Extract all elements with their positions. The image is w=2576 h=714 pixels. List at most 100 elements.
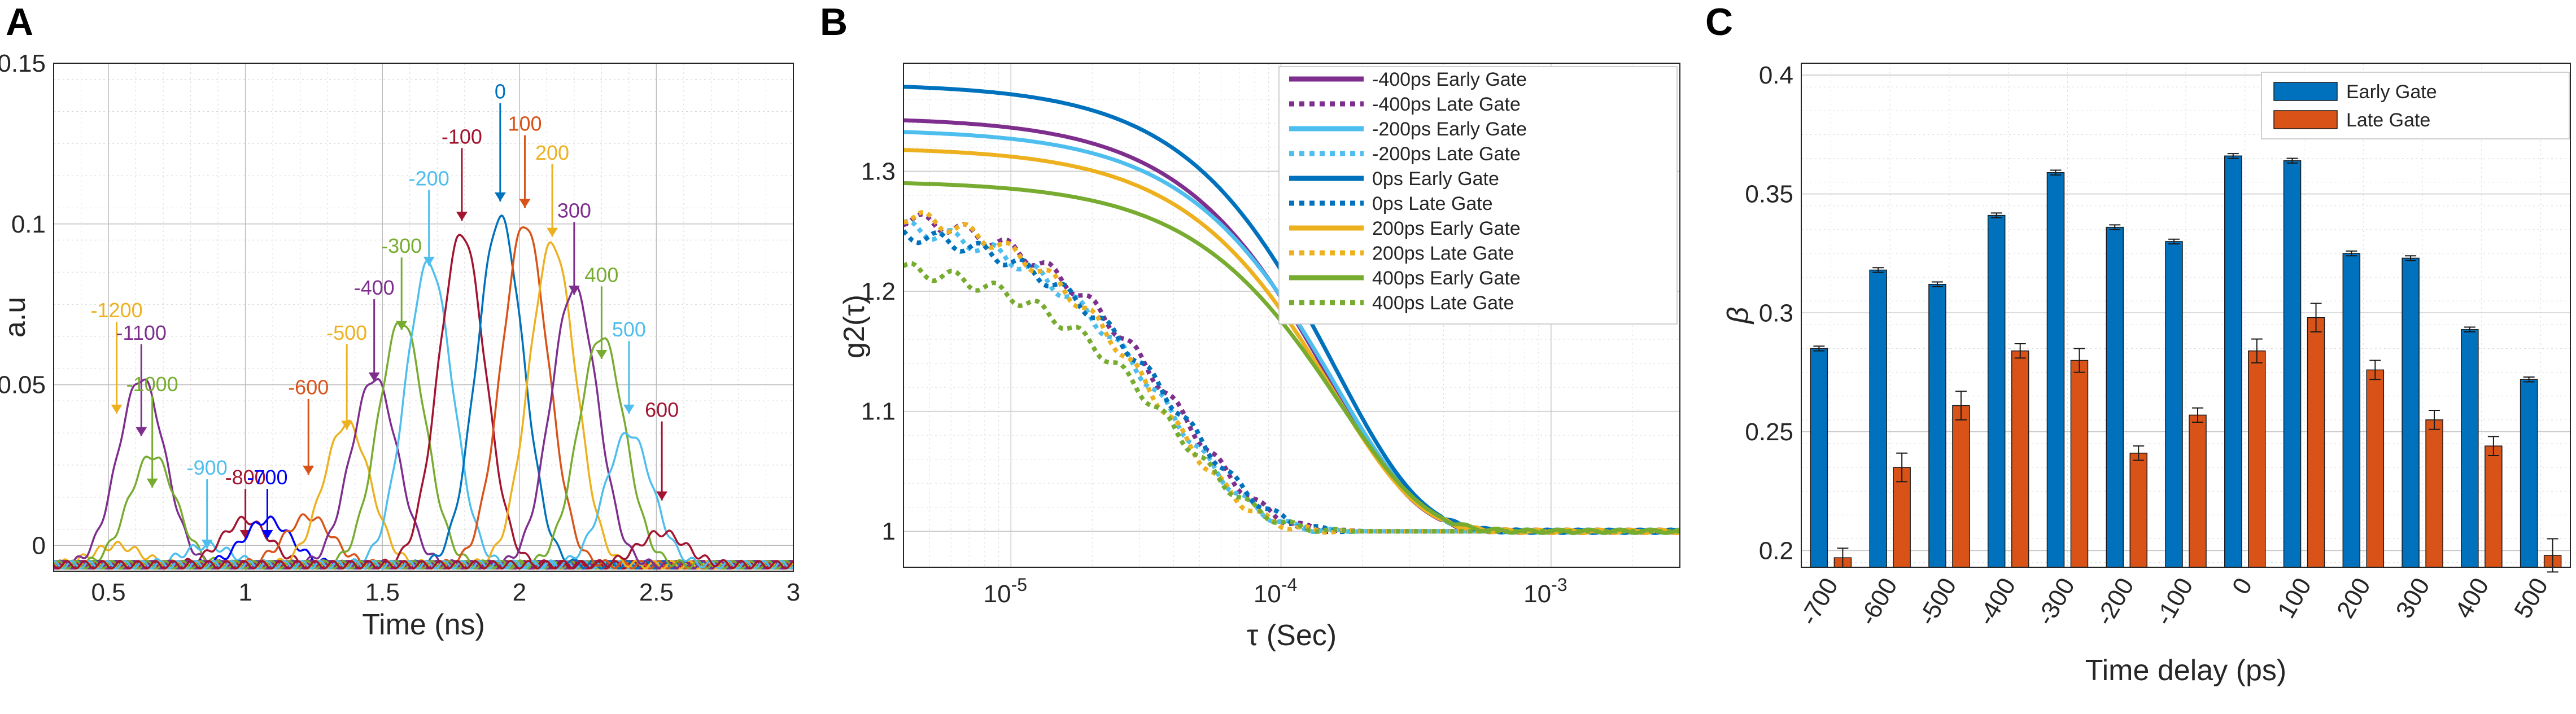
x-tick-label: -700: [1795, 573, 1844, 630]
annotation-arrowhead: [656, 491, 668, 501]
legend-label: Late Gate: [2346, 109, 2430, 131]
y-tick-label: 0.4: [1759, 62, 1793, 89]
annotation-label--300: -300: [381, 234, 422, 257]
annotation-label-300: 300: [557, 199, 591, 222]
early-gate-bar-100: [2283, 160, 2302, 568]
y-tick-label: 0.05: [0, 371, 46, 399]
y-tick-label: 0.15: [0, 50, 46, 77]
annotation-label-400: 400: [584, 263, 618, 286]
x-tick-label: 2.5: [639, 579, 674, 606]
x-tick-label: 10-5: [984, 575, 1027, 608]
legend-swatch: [2273, 110, 2338, 129]
axes-box: [53, 63, 794, 572]
late-gate-bar--300: [2070, 360, 2089, 568]
legend-box: [1278, 66, 1678, 325]
annotation-label-600: 600: [645, 398, 679, 422]
panel-letter-c: C: [1705, 1, 1733, 43]
annotation-arrowhead: [547, 227, 558, 237]
annotation-arrowhead: [494, 192, 506, 202]
late-gate-bar--200: [2129, 453, 2147, 568]
annotation-arrowhead: [368, 372, 380, 382]
legend-label: 0ps Early Gate: [1372, 168, 1499, 190]
x-tick-label: -100: [2150, 573, 2198, 630]
x-tick-label: 1: [238, 579, 252, 606]
legend-label: 200ps Late Gate: [1372, 243, 1514, 264]
annotation-label-500: 500: [612, 318, 646, 341]
late-gate-bar-200: [2366, 369, 2385, 568]
curve-400ps-late-gate: [903, 261, 1680, 535]
annotation-arrowhead: [568, 286, 580, 295]
annotation-label-200: 200: [535, 141, 569, 164]
late-gate-bar--400: [2011, 350, 2029, 568]
annotation-label--600: -600: [288, 376, 329, 399]
trace-400: [53, 337, 794, 570]
y-tick-label: 0.35: [1745, 181, 1793, 208]
x-tick-label: -500: [1913, 573, 1962, 630]
early-gate-bar--300: [2046, 172, 2065, 568]
legend-label: -200ps Early Gate: [1372, 119, 1527, 140]
legend-label: 400ps Early Gate: [1372, 268, 1521, 289]
annotation-arrowhead: [201, 540, 213, 549]
late-gate-bar-400: [2485, 445, 2503, 568]
late-gate-bar-300: [2425, 419, 2443, 568]
x-tick-label: 300: [2391, 573, 2435, 623]
early-gate-bar--400: [1987, 214, 2006, 568]
y-tick-label: 1.2: [861, 278, 896, 305]
x-tick-label: 0: [2227, 573, 2258, 599]
x-tick-label: 400: [2450, 573, 2494, 623]
trace-600: [53, 529, 794, 570]
annotation-arrowhead: [341, 420, 353, 430]
annotation-arrowhead: [423, 256, 435, 266]
y-tick-label: 0.2: [1759, 537, 1793, 565]
y-tick-label: 0.3: [1759, 299, 1793, 327]
x-tick-label: 10-3: [1523, 575, 1567, 608]
panel-b-chart: 10-5 10-4 10-311.11.21.3τ (Sec)g2(τ)-400ps…: [838, 63, 1680, 652]
legend-label: -400ps Early Gate: [1372, 69, 1527, 90]
annotation-arrowhead: [596, 350, 608, 360]
early-gate-bar--100: [2165, 241, 2183, 568]
x-axis-label: Time (ns): [362, 608, 485, 641]
x-tick-exponent: -5: [1011, 575, 1027, 595]
x-tick-label: 2: [513, 579, 526, 606]
legend-label: 400ps Late Gate: [1372, 292, 1514, 314]
axes-box: [903, 63, 1680, 568]
annotation-arrowhead: [519, 199, 531, 208]
annotation-label--1100: -1100: [116, 321, 167, 344]
x-tick-label: 200: [2332, 573, 2376, 623]
panel-letter-a: A: [6, 1, 33, 43]
annotation-label--400: -400: [354, 276, 395, 299]
annotation-arrowhead: [136, 427, 147, 436]
annotation-label--1000: -1000: [126, 373, 178, 396]
early-gate-bar-0: [2224, 155, 2242, 568]
x-tick-label: -200: [2090, 573, 2139, 630]
annotation-label--1200: -1200: [91, 299, 143, 322]
annotation-arrowhead: [111, 404, 123, 414]
annotation-arrowhead: [303, 466, 315, 475]
late-gate-bar--100: [2189, 414, 2207, 568]
plot-area: [54, 63, 793, 571]
early-gate-bar--700: [1810, 348, 1828, 568]
legend-label: 200ps Early Gate: [1372, 218, 1521, 239]
early-gate-bar--200: [2106, 226, 2124, 568]
y-axis-label: β: [1722, 307, 1754, 325]
early-gate-bar--500: [1928, 283, 1946, 568]
annotation-arrowhead: [623, 404, 635, 414]
y-tick-label: 0: [32, 532, 46, 559]
x-axis-label: Time delay (ps): [2085, 654, 2286, 687]
early-gate-bar--600: [1869, 269, 1887, 568]
legend-label: -200ps Late Gate: [1372, 143, 1521, 165]
annotation-label-100: 100: [508, 112, 542, 135]
annotation-label--200: -200: [409, 167, 449, 190]
trace-500: [53, 432, 794, 570]
annotation-label--900: -900: [187, 456, 228, 479]
x-tick-label: 1.5: [365, 579, 400, 606]
late-gate-bar--600: [1893, 467, 1911, 568]
annotation-label--700: -700: [247, 466, 287, 489]
panel-a-chart: 0.5 1 1.5 2 2.5 3 0 0.05 0.1 0.15 Time (ns) a.u -120…: [0, 50, 800, 641]
y-tick-label: 0.25: [1745, 418, 1793, 446]
early-gate-bar-300: [2402, 257, 2420, 568]
annotation-arrowhead: [396, 321, 408, 330]
legend-swatch: [2273, 82, 2338, 101]
x-tick-base: 10: [984, 580, 1011, 608]
x-tick-label: -300: [2032, 573, 2080, 630]
